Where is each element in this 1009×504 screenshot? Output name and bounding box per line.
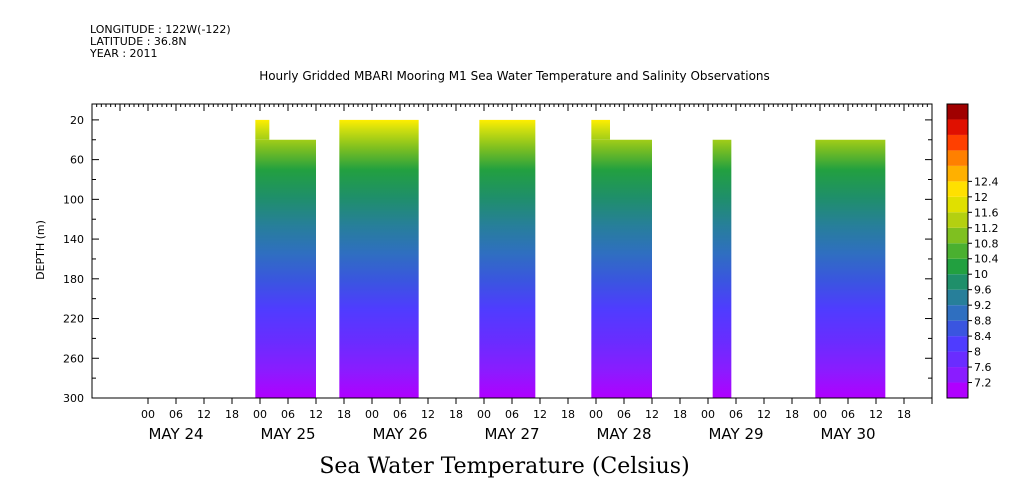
colorbar-swatch [947, 150, 968, 166]
x-tick-label: 06 [729, 408, 743, 421]
x-tick-label: 18 [673, 408, 687, 421]
colorbar-tick-label: 9.2 [974, 299, 992, 312]
x-tick-label: 00 [589, 408, 603, 421]
y-tick-label: 100 [63, 193, 84, 206]
colorbar-swatch [947, 243, 968, 259]
x-tick-label: 00 [477, 408, 491, 421]
data-block [255, 139, 316, 398]
x-day-label: MAY 27 [484, 425, 539, 443]
x-tick-label: 06 [281, 408, 295, 421]
x-day-label: MAY 28 [596, 425, 651, 443]
x-tick-label: 18 [897, 408, 911, 421]
y-tick-label: 60 [70, 154, 84, 167]
x-tick-label: 06 [505, 408, 519, 421]
x-tick-label: 00 [365, 408, 379, 421]
colorbar-tick-label: 7.6 [974, 361, 992, 374]
x-tick-label: 06 [169, 408, 183, 421]
x-tick-label: 18 [449, 408, 463, 421]
colorbar-tick-label: 8.8 [974, 315, 992, 328]
colorbar-swatch [947, 305, 968, 321]
colorbar-swatch [947, 367, 968, 383]
colorbar-tick-label: 8.4 [974, 330, 992, 343]
colorbar-frame [946, 103, 969, 399]
colorbar-swatch [947, 258, 968, 275]
x-tick-label: 00 [141, 408, 155, 421]
colorbar-tick-label: 12.4 [974, 175, 999, 188]
colorbar-swatch [947, 336, 968, 352]
colorbar-swatch [947, 351, 968, 368]
y-tick-label: 140 [63, 233, 84, 246]
x-tick-label: 12 [421, 408, 435, 421]
longitude-label: LONGITUDE : 122W(-122) [90, 23, 231, 36]
colorbar-swatch [947, 289, 968, 306]
data-block [815, 139, 886, 398]
colorbar-swatch [947, 104, 968, 120]
colorbar-swatch [947, 382, 968, 398]
x-tick-label: 12 [757, 408, 771, 421]
axes: 00 06 12 18 00 06 12 18 00 06 12 18 00 06 12 18 00 06 12 18… [63, 104, 933, 443]
colorbar-tick-label: 10.4 [974, 253, 999, 266]
colorbar-tick-label: 12 [974, 191, 988, 204]
x-tick-label: 12 [197, 408, 211, 421]
colorbar-tick-label: 8 [974, 346, 981, 359]
colorbar-swatch [947, 196, 968, 213]
x-tick-label: 12 [309, 408, 323, 421]
x-tick-label: 12 [645, 408, 659, 421]
x-day-label: MAY 25 [260, 425, 315, 443]
x-tick-label: 18 [561, 408, 575, 421]
x-tick-label: 06 [841, 408, 855, 421]
colorbar-swatch [947, 212, 968, 228]
colorbar-swatch [947, 119, 968, 135]
colorbar-swatch [947, 274, 968, 290]
x-tick-label: 12 [533, 408, 547, 421]
colorbar-swatch [947, 227, 968, 244]
x-tick-label: 06 [393, 408, 407, 421]
x-tick-label: 00 [253, 408, 267, 421]
latitude-label: LATITUDE : 36.8N [90, 35, 187, 48]
x-day-label: MAY 26 [372, 425, 427, 443]
x-tick-label: 18 [785, 408, 799, 421]
colorbar-swatch [947, 134, 968, 151]
data-block [479, 119, 536, 398]
data-block [339, 119, 419, 398]
x-tick-label: 06 [617, 408, 631, 421]
colorbar-tick-label: 11.2 [974, 222, 999, 235]
x-tick-label: 00 [701, 408, 715, 421]
colorbar-swatch [947, 165, 968, 182]
colorbar-tick-label: 7.2 [974, 377, 992, 390]
data-block-notch [255, 119, 270, 140]
colorbar-tick-label: 11.6 [974, 206, 999, 219]
colorbar: 7.2 7.6 8 8.4 8.8 9.2 9.6 10 10.4 10.8 11.2 11.6 12 1… [946, 103, 999, 399]
chart-title: Hourly Gridded MBARI Mooring M1 Sea Wate… [259, 69, 770, 83]
y-axis-label: DEPTH (m) [34, 220, 47, 280]
colorbar-tick-label: 10.8 [974, 237, 999, 250]
colorbar-label: Sea Water Temperature (Celsius) [319, 454, 690, 479]
x-day-label: MAY 30 [820, 425, 875, 443]
data-block-notch [591, 119, 610, 140]
y-tick-label: 180 [63, 273, 84, 286]
x-tick-label: 12 [869, 408, 883, 421]
y-tick-label: 20 [70, 114, 84, 127]
year-label: YEAR : 2011 [90, 47, 158, 60]
data-block [712, 139, 732, 398]
x-tick-label: 00 [813, 408, 827, 421]
x-tick-label: 18 [225, 408, 239, 421]
y-tick-label: 260 [63, 352, 84, 365]
x-tick-label: 18 [337, 408, 351, 421]
data-block [591, 139, 652, 398]
data-blocks [255, 119, 886, 398]
colorbar-swatch [947, 181, 968, 197]
y-tick-label: 220 [63, 313, 84, 326]
metadata-block: LONGITUDE : 122W(-122) LATITUDE : 36.8N … [90, 24, 231, 60]
y-tick-label: 300 [63, 392, 84, 405]
x-day-label: MAY 24 [148, 425, 203, 443]
x-day-label: MAY 29 [708, 425, 763, 443]
colorbar-tick-label: 9.6 [974, 284, 992, 297]
colorbar-swatch [947, 320, 968, 337]
colorbar-tick-label: 10 [974, 268, 988, 281]
